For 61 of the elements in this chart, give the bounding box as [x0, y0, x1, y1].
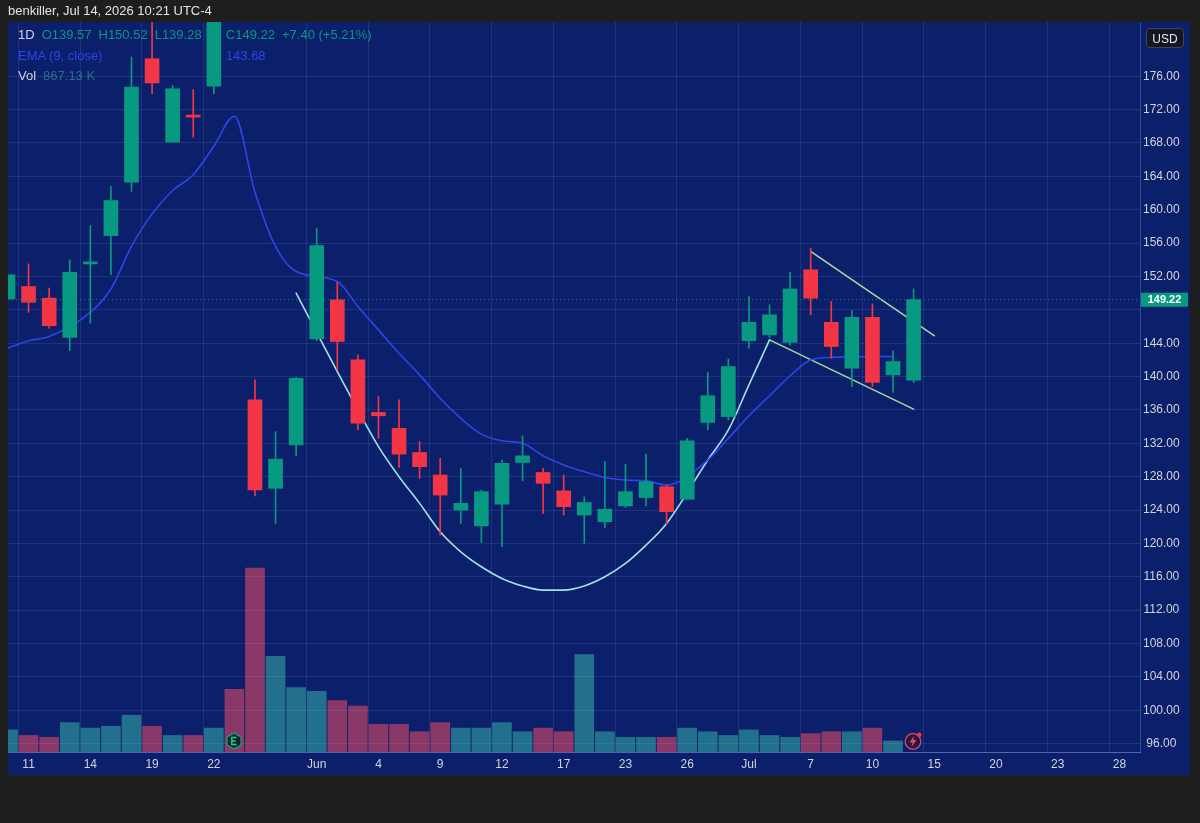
y-tick-label: 136.00 [1143, 402, 1181, 417]
y-tick-label: 112.00 [1143, 602, 1180, 617]
x-tick-label: 23 [618, 756, 633, 771]
y-tick-label: 164.00 [1143, 168, 1181, 183]
y-tick-label: 156.00 [1143, 235, 1181, 250]
x-tick-label: 23 [1050, 756, 1065, 771]
x-tick-label: 26 [680, 756, 695, 771]
y-tick-label: 172.00 [1143, 101, 1181, 116]
y-tick-label: 168.00 [1143, 135, 1181, 150]
x-tick-label: 28 [1112, 756, 1127, 771]
x-tick-label: Jun [307, 756, 327, 771]
annotation: 867.13 K [43, 68, 96, 83]
y-tick-label: 116.00 [1143, 569, 1180, 584]
y-tick-label: 96.00 [1146, 735, 1177, 750]
y-tick-label: 120.00 [1143, 535, 1181, 550]
annotation: C149.22 [225, 27, 275, 42]
x-tick-label: 14 [83, 756, 98, 771]
x-tick-label: 22 [207, 756, 221, 771]
bar [656, 736, 677, 752]
y-tick-label: 100.00 [1143, 702, 1181, 717]
bar [862, 727, 883, 752]
annotation: +7.40 (+5.21%) [281, 27, 372, 42]
y-tick-label: 160.00 [1143, 202, 1181, 217]
y-tick-label: 152.00 [1143, 268, 1181, 283]
text: EMA (9, close) [18, 47, 103, 63]
y-tick-label: 128.00 [1143, 469, 1181, 483]
y-tick-label: 176.00 [1143, 68, 1181, 83]
text: Vol [18, 68, 37, 83]
candlestick [329, 281, 345, 371]
text: benkiller, Jul 14, 2026 10:21 UTC-4 [8, 2, 212, 20]
annotation: 143.68 [225, 47, 266, 63]
x-tick-label: 12 [495, 756, 509, 771]
x-tick-label: 10 [865, 756, 880, 771]
x-tick-label: 4 [375, 756, 383, 771]
y-tick-label: 108.00 [1143, 635, 1181, 650]
ref-line-label: 149.22 [1147, 293, 1182, 306]
x-tick-label: Jul [741, 756, 757, 771]
line-series [295, 292, 771, 591]
x-tick-label: 20 [989, 756, 1003, 771]
annotation: H150.52 [98, 27, 148, 42]
y-tick-label: 140.00 [1143, 368, 1181, 383]
x-tick-label: 15 [927, 756, 942, 771]
y-axis-title: USD [1146, 28, 1184, 48]
chart-title: 1D [18, 27, 35, 42]
x-tick-label: 9 [436, 756, 444, 771]
x-tick-label: 7 [807, 756, 815, 771]
y-tick-label: 132.00 [1143, 435, 1181, 450]
bar [842, 731, 862, 752]
candlestick [679, 437, 695, 500]
candlestick [700, 372, 716, 431]
y-tick-label: 104.00 [1143, 669, 1181, 684]
bar [183, 735, 204, 752]
x-tick-label: 11 [22, 756, 36, 771]
bar [162, 735, 183, 752]
x-tick-label: 19 [145, 756, 160, 771]
y-tick-label: 124.00 [1143, 502, 1181, 517]
annotation: L139.28 [154, 27, 202, 42]
x-tick-label: 17 [557, 756, 571, 771]
bar [142, 725, 162, 752]
y-tick-label: 144.00 [1143, 335, 1181, 350]
annotation: O139.57 [41, 27, 92, 42]
